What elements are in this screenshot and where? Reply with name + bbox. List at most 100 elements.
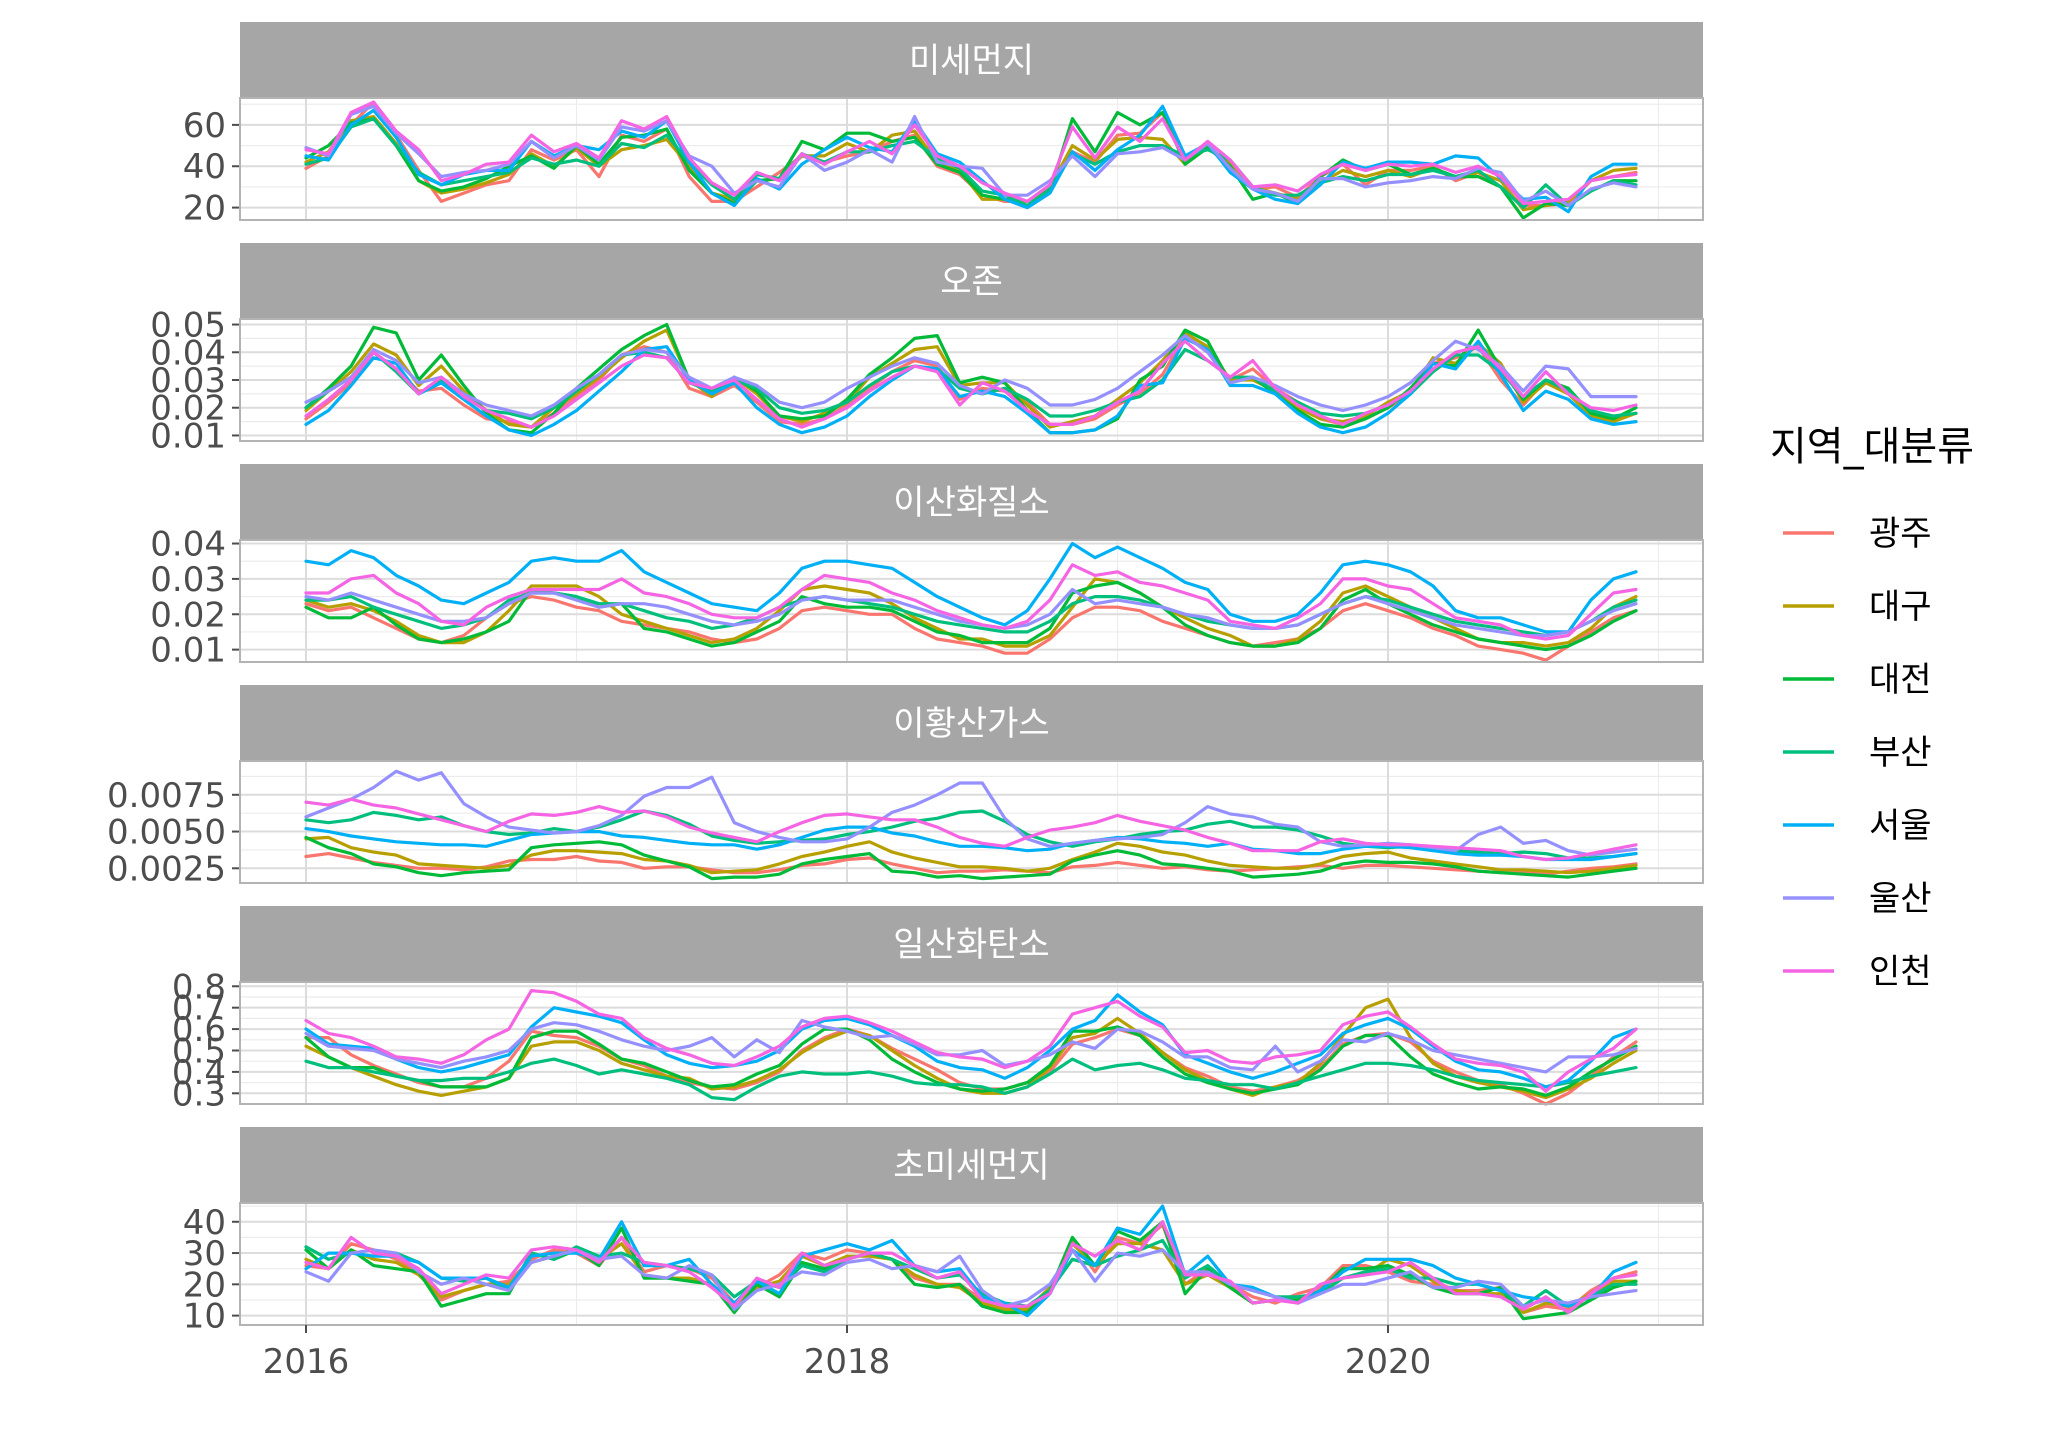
y-tick-label: 20 xyxy=(183,189,226,229)
y-tick-label: 0.8 xyxy=(172,967,226,1007)
legend-item--: 울산 xyxy=(1783,879,1932,919)
series-line---2 xyxy=(304,334,1638,418)
y-tick-label: 20 xyxy=(183,1265,226,1305)
legend-label: 대전 xyxy=(1869,660,1932,700)
facet-strip-label: 오존 xyxy=(940,262,1003,302)
series-line---3 xyxy=(304,587,1638,638)
facet-strip xyxy=(240,22,1703,98)
panel-border xyxy=(239,539,1704,663)
y-tick-label: 0.0025 xyxy=(107,849,226,889)
y-tick-label: 0.7 xyxy=(172,989,226,1029)
series-line---4 xyxy=(304,835,1638,881)
series-line---3 xyxy=(304,595,1638,662)
x-tick-label: 2020 xyxy=(1345,1342,1432,1382)
y-tick-label: 0.03 xyxy=(150,361,226,401)
series-line---6 xyxy=(304,1220,1638,1315)
series-line---1 xyxy=(304,104,1638,208)
facet-strip xyxy=(240,685,1703,761)
series-line---2 xyxy=(304,322,1638,435)
y-tick-label: 40 xyxy=(183,1203,226,1243)
panel-border xyxy=(239,1202,1704,1326)
series-line---4 xyxy=(304,825,1638,862)
y-tick-label: 0.0075 xyxy=(107,776,226,816)
panel-series xyxy=(304,100,1638,220)
legend-item--: 부산 xyxy=(1783,733,1932,773)
facet-strip-label: 이산화질소 xyxy=(893,483,1049,523)
series-line---1 xyxy=(304,100,1638,206)
series-line---3 xyxy=(304,563,1638,641)
legend-item--: 대전 xyxy=(1783,660,1932,700)
x-tick-label: 2018 xyxy=(804,1342,891,1382)
panel-border xyxy=(239,760,1704,884)
series-line---4 xyxy=(304,852,1638,876)
series-line---4 xyxy=(304,835,1638,875)
y-tick-label: 0.5 xyxy=(172,1031,226,1071)
panels: 미세먼지204060오존0.010.020.030.040.05이산화질소0.0… xyxy=(107,22,1704,1337)
legend-label: 광주 xyxy=(1869,514,1932,554)
y-tick-label: 0.03 xyxy=(150,560,226,600)
legend-item--: 광주 xyxy=(1783,514,1932,554)
series-line---5 xyxy=(304,989,1638,1093)
y-tick-label: 60 xyxy=(183,106,226,146)
y-tick-label: 0.02 xyxy=(150,595,226,635)
legend-label: 서울 xyxy=(1869,806,1932,846)
series-line---6 xyxy=(304,1248,1638,1311)
series-line---4 xyxy=(304,797,1638,862)
series-line---1 xyxy=(304,117,1638,210)
series-line---3 xyxy=(304,541,1638,634)
series-line---2 xyxy=(304,339,1638,429)
legend-label: 울산 xyxy=(1869,879,1932,919)
series-line---6 xyxy=(304,1204,1638,1318)
y-tick-label: 30 xyxy=(183,1234,226,1274)
facet-strip xyxy=(240,1127,1703,1203)
panel-3: 이산화질소 0.010.020.030.04 xyxy=(150,464,1704,671)
panel-border xyxy=(239,318,1704,442)
facet-strip xyxy=(240,464,1703,540)
series-line---5 xyxy=(304,1057,1638,1102)
panel-5: 일산화탄소 0.30.40.50.60.70.8 xyxy=(172,906,1704,1114)
panel-series xyxy=(304,1204,1638,1321)
facet-strip-label: 일산화탄소 xyxy=(893,925,1049,965)
facet-strip xyxy=(240,243,1703,319)
legend-title: 지역_대분류 xyxy=(1770,424,1974,470)
y-tick-label: 0.0050 xyxy=(107,813,226,853)
facet-strip-label: 미세먼지 xyxy=(909,41,1034,81)
facet-strip xyxy=(240,906,1703,982)
series-line---5 xyxy=(304,1025,1638,1097)
panel-border xyxy=(239,981,1704,1105)
x-axis: 2016 2018 2020 xyxy=(263,1325,1432,1382)
panel-series xyxy=(304,769,1638,881)
y-tick-label: 0.05 xyxy=(150,306,226,346)
facet-strip-label: 초미세먼지 xyxy=(893,1146,1049,1186)
y-tick-label: 0.4 xyxy=(172,1053,226,1093)
facet-strip-label: 이황산가스 xyxy=(893,704,1049,744)
y-tick-label: 10 xyxy=(183,1297,226,1337)
panel-2: 오존 0.010.020.030.040.05 xyxy=(150,243,1704,456)
legend-item--: 대구 xyxy=(1783,587,1932,627)
legend-item--: 서울 xyxy=(1783,806,1932,846)
series-line---5 xyxy=(304,1018,1638,1074)
panel-series xyxy=(304,989,1638,1106)
y-tick-label: 0.3 xyxy=(172,1074,226,1114)
y-tick-label: 0.04 xyxy=(150,525,226,565)
y-tick-label: 40 xyxy=(183,147,226,187)
legend-label: 부산 xyxy=(1869,733,1932,773)
legend-label: 대구 xyxy=(1869,587,1932,627)
legend-item--: 인천 xyxy=(1783,952,1932,992)
y-tick-label: 0.01 xyxy=(150,416,226,456)
panel-border xyxy=(239,97,1704,221)
legend-label: 인천 xyxy=(1869,952,1932,992)
y-tick-label: 0.01 xyxy=(150,631,226,671)
x-tick-label: 2016 xyxy=(263,1342,350,1382)
panel-series xyxy=(304,541,1638,662)
y-tick-label: 0.04 xyxy=(150,333,226,373)
panel-series xyxy=(304,322,1638,438)
y-tick-label: 0.02 xyxy=(150,389,226,429)
y-tick-label: 0.6 xyxy=(172,1010,226,1050)
